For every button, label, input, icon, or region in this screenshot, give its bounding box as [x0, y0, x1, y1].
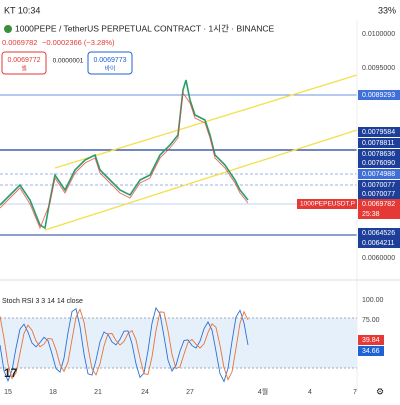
price-label-box	[358, 209, 400, 219]
price-label: 0.0095000	[362, 65, 395, 72]
time-label: 27	[186, 389, 194, 396]
settings-icon[interactable]: ⚙	[376, 386, 384, 396]
status-time: KT 10:34	[4, 5, 40, 15]
status-battery: 33%	[378, 5, 396, 15]
tv-logo: 17	[4, 366, 18, 380]
indicator-label: 34.66	[362, 348, 380, 355]
indicator-label-box	[358, 335, 384, 345]
price-label-box	[358, 199, 400, 209]
price-label: 25:38	[362, 211, 380, 218]
rsi-band	[0, 318, 357, 368]
time-label: 15	[4, 389, 12, 396]
buy-button[interactable]	[87, 51, 133, 75]
symbol-tag-box	[297, 199, 357, 209]
price-label-box	[358, 169, 400, 179]
price-label: 0.0079584	[362, 129, 395, 136]
price-candles	[0, 79, 249, 230]
time-label: 7	[353, 389, 357, 396]
indicator-label-box	[358, 346, 384, 356]
price-label: 0.0078811	[362, 140, 395, 147]
price-label-box	[358, 189, 400, 199]
last-price: 0.0069782	[2, 38, 37, 47]
symbol-tag: 1000PEPEUSDT.P	[300, 201, 355, 208]
price-label-box	[358, 138, 400, 148]
indicator-title: Stoch RSI 3 3 14 14 close	[2, 298, 83, 305]
spread: 0.0000001	[53, 58, 84, 65]
price-label: 0.0078636	[362, 151, 395, 158]
price-label-box	[358, 180, 400, 190]
time-label: 18	[49, 389, 57, 396]
sell-price: 0.0069772	[7, 57, 40, 64]
price-label-box	[358, 238, 400, 248]
price-label: 0.0074988	[362, 171, 395, 178]
price-change: −0.0002366 (−3.28%)	[42, 38, 115, 47]
price-candles-red	[0, 91, 249, 230]
price-label: 0.0064211	[362, 240, 395, 247]
price-label-box	[358, 158, 400, 168]
price-label: 0.0076090	[362, 160, 395, 167]
price-label: 0.0070077	[362, 191, 395, 198]
indicator-label: 100.00	[362, 297, 384, 304]
price-label: 0.0100000	[362, 31, 395, 38]
coin-icon	[4, 25, 12, 33]
price-label: 0.0069782	[362, 201, 395, 208]
buy-label: 바이	[104, 65, 115, 73]
price-label: 0.0064526	[362, 230, 395, 237]
price-label: 0.0060000	[362, 255, 395, 262]
price-label-box	[358, 127, 400, 137]
sell-button[interactable]	[1, 51, 47, 75]
price-label-box	[358, 90, 400, 100]
buy-price: 0.0069773	[93, 57, 126, 64]
time-label: 21	[94, 389, 102, 396]
symbol-title[interactable]: 1000PEPE / TetherUS PERPETUAL CONTRACT ·…	[15, 23, 275, 33]
indicator-label: 75.00	[362, 317, 380, 324]
time-label: 4월	[258, 387, 268, 396]
time-label: 4	[308, 389, 312, 396]
sell-label: 셀	[21, 65, 27, 73]
indicator-label: 39.84	[362, 337, 380, 344]
time-label: 24	[141, 389, 149, 396]
price-label-box	[358, 228, 400, 238]
price-label: 0.0089293	[362, 92, 395, 99]
price-label-box	[358, 149, 400, 159]
price-label: 0.0070077	[362, 182, 395, 189]
rsi-k	[0, 306, 249, 383]
rsi-d	[0, 308, 249, 381]
